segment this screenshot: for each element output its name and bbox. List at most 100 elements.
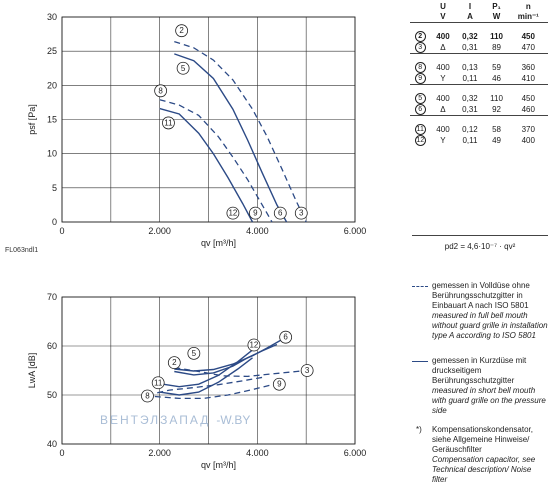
figure-code: FL063ndl1 — [5, 247, 39, 254]
legend-dashed-en: measured in full bell mouth without guar… — [432, 311, 548, 340]
table-cell: 89 — [492, 42, 501, 52]
table-cell — [410, 12, 431, 23]
y-axis-label: LwA [dB] — [27, 353, 37, 389]
table-cell: 9 — [410, 73, 431, 85]
curve-marker-5 — [187, 346, 201, 360]
curve-3 — [174, 366, 307, 378]
table-cell: P₁ — [492, 2, 501, 11]
sound-chart: 0 2.000 4.000 6.000 40 50 60 70 qv [m³/h] LwA [dB… — [27, 292, 366, 470]
curve-marker-11 — [162, 116, 175, 130]
table-cell — [455, 23, 484, 32]
table-cell — [484, 115, 509, 124]
curve-marker-12 — [226, 206, 240, 220]
table-cell: 8 — [410, 62, 431, 73]
curve-marker-8 — [141, 389, 154, 403]
table-cell: 450 — [521, 93, 535, 103]
table-cell: Δ — [440, 42, 446, 52]
table-cell — [455, 84, 485, 93]
table-row: 12 Y 0,11 49 400 — [410, 135, 548, 146]
table-row: 3 Δ 0,31 89 470 — [410, 42, 548, 54]
table-row: 8 400 0,13 59 360 — [410, 62, 548, 73]
y-tick-label: 15 — [47, 115, 57, 125]
table-cell: U — [440, 2, 446, 11]
curve-marker-label-6: 6 — [278, 209, 283, 218]
curve-11 — [159, 357, 253, 396]
curve-id-marker: 6 — [414, 104, 426, 115]
table-cell: 400 — [436, 93, 450, 103]
table-cell — [508, 84, 548, 93]
x-axis-label: qv [m³/h] — [201, 460, 236, 470]
table-cell: 3 — [410, 42, 431, 54]
table-cell: Y — [440, 135, 446, 145]
x-tick-label: 4.000 — [246, 448, 269, 458]
y-tick-label: 50 — [47, 390, 57, 400]
legend-solid: gemessen in Kurzdüse mit druckseitigem B… — [412, 356, 548, 416]
table-cell: 400 — [436, 124, 450, 134]
table-gap-row — [410, 23, 548, 32]
curve-marker-3 — [300, 364, 314, 377]
table-cell: 110 — [490, 31, 503, 41]
curve-6 — [174, 338, 283, 372]
legend-note-en: Compensation capacitor, see Technical de… — [432, 455, 536, 484]
table-cell: 12 — [410, 135, 431, 146]
table-cell — [410, 84, 431, 93]
dynamic-pressure-formula: pd2 = 4,6·10⁻⁷ · qv² — [412, 235, 548, 251]
curve-marker-label-9: 9 — [277, 380, 282, 389]
watermark: ВЕНТЭЛЗАПАД -W.BY — [100, 413, 250, 427]
curve-marker-label-5: 5 — [181, 64, 186, 73]
table-cell — [455, 115, 485, 124]
x-tick-label: 2.000 — [148, 226, 171, 236]
curve-id-marker: 12 — [414, 135, 426, 146]
table-cell: Y — [440, 73, 446, 83]
table-cell — [508, 115, 548, 124]
table-row: 2 400 0,32 110 450 — [410, 31, 548, 42]
table-cell: 370 — [521, 124, 535, 134]
table-cell: 400 — [436, 31, 450, 41]
legend-note-de: Kompensationskondensator, siehe Allgemei… — [432, 425, 533, 454]
curve-marker-2 — [167, 356, 181, 370]
table-cell: 0,31 — [462, 42, 478, 52]
y-tick-label: 10 — [47, 149, 57, 159]
table-cell — [484, 53, 509, 62]
curve-id-marker: 9 — [414, 73, 426, 84]
solid-line-sample — [412, 361, 428, 362]
x-tick-label: 0 — [59, 448, 64, 458]
curve-id-marker: 3 — [414, 42, 426, 53]
table-cell: I — [468, 2, 472, 11]
y-tick-label: 20 — [47, 80, 57, 90]
table-gap-row — [410, 115, 548, 124]
y-axis-label: psf [Pa] — [27, 104, 37, 135]
x-tick-label: 4.000 — [246, 226, 269, 236]
table-cell — [430, 53, 456, 62]
plot-frame — [61, 16, 356, 223]
curve-marker-label-11: 11 — [154, 378, 163, 387]
watermark-name: ВЕНТЭЛЗАПАД — [100, 413, 211, 427]
y-tick-label: 0 — [52, 217, 57, 227]
table-cell: 360 — [521, 62, 535, 72]
legend-solid-de: gemessen in Kurzdüse mit druckseitigem B… — [432, 356, 527, 385]
table-cell: min⁻¹ — [508, 12, 548, 23]
curve-marker-label-11: 11 — [164, 118, 173, 127]
curve-marker-label-8: 8 — [158, 86, 163, 95]
watermark-suffix: -W.BY — [216, 413, 251, 427]
x-axis-label: qv [m³/h] — [201, 238, 236, 248]
curve-5 — [174, 53, 288, 223]
table-cell: 400 — [521, 135, 535, 145]
curve-12 — [159, 349, 253, 388]
table-cell: V — [430, 12, 456, 23]
y-tick-label: 30 — [47, 12, 57, 22]
table-cell: 92 — [492, 104, 501, 114]
x-tick-label: 6.000 — [344, 226, 367, 236]
y-tick-label: 40 — [47, 439, 57, 449]
curve-marker-12 — [247, 338, 261, 352]
curve-marker-label-8: 8 — [145, 391, 150, 400]
table-cell: 0,13 — [462, 62, 478, 72]
curve-marker-6 — [279, 330, 293, 344]
y-tick-label: 5 — [52, 183, 57, 193]
table-cell: 58 — [492, 124, 501, 134]
curve-id-marker: 8 — [414, 62, 426, 73]
table-cell: 470 — [521, 42, 535, 52]
table-cell: 5 — [410, 93, 431, 104]
